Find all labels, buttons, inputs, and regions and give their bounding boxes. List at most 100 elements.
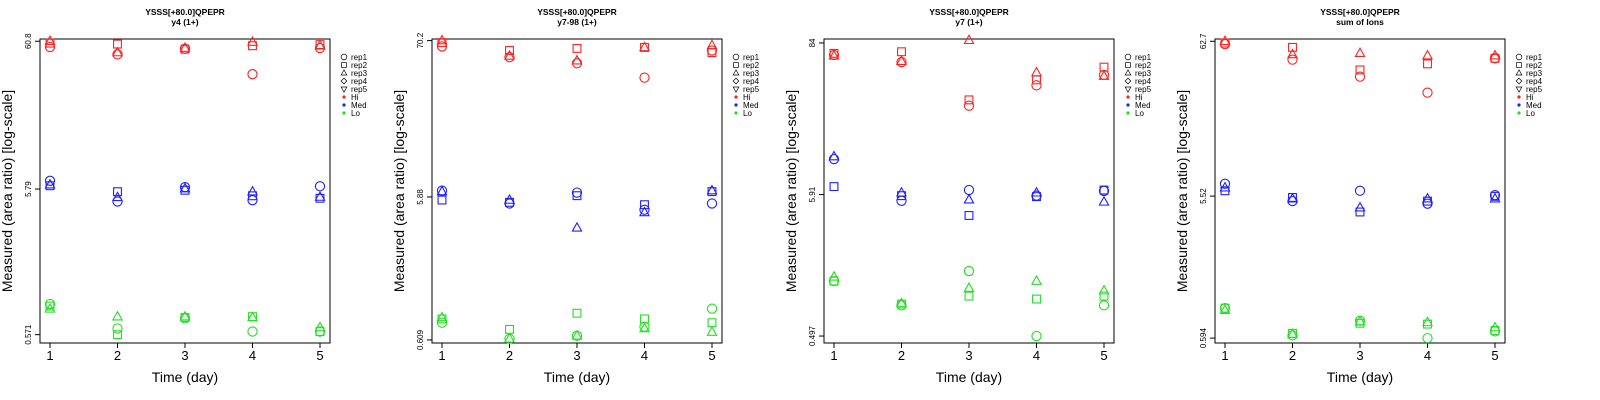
legend-dot-icon bbox=[1517, 103, 1521, 107]
chart-title: YSSS[+80.0]QPEPR bbox=[145, 7, 225, 17]
data-point-lo-rep2 bbox=[572, 308, 582, 318]
data-point-hi-rep3 bbox=[1030, 66, 1043, 77]
data-point-hi-rep1 bbox=[1422, 87, 1433, 98]
data-point-lo-rep3 bbox=[1354, 315, 1366, 326]
data-point-med-rep2 bbox=[113, 187, 122, 197]
legend-item-rep1: rep1 bbox=[1515, 53, 1543, 62]
legend-label: Hi bbox=[1526, 93, 1534, 102]
data-point-lo-rep3 bbox=[1489, 321, 1501, 332]
data-point-med-rep2 bbox=[1355, 207, 1365, 217]
x-tick-label: 1 bbox=[830, 348, 837, 363]
data-point-lo-rep3 bbox=[571, 329, 583, 340]
legend-label: rep5 bbox=[743, 85, 760, 94]
data-point-lo-rep3 bbox=[246, 311, 259, 322]
data-point-med-rep3 bbox=[1421, 192, 1434, 203]
data-point-lo-rep3 bbox=[1219, 304, 1231, 314]
legend-item-rep1: rep1 bbox=[732, 53, 760, 62]
legend-label: rep5 bbox=[1526, 85, 1543, 94]
data-point-hi-rep1 bbox=[504, 51, 515, 63]
legend-item-rep3: rep3 bbox=[1124, 69, 1152, 78]
x-tick-label: 3 bbox=[573, 348, 580, 363]
data-point-hi-rep1 bbox=[963, 100, 975, 111]
x-tick-label: 4 bbox=[641, 348, 648, 363]
chart-title: YSSS[+80.0]QPEPR bbox=[929, 7, 1009, 17]
chart-subtitle: y7 (1+) bbox=[955, 17, 982, 27]
x-tick-label: 4 bbox=[1033, 348, 1040, 363]
data-point-med-rep3 bbox=[638, 206, 651, 217]
data-point-med-rep1 bbox=[828, 153, 840, 165]
legend-marker-triangle-up-icon bbox=[340, 69, 348, 76]
legend-item-rep1: rep1 bbox=[340, 53, 368, 62]
y-tick-label: 5.52 bbox=[1199, 188, 1208, 204]
data-point-hi-rep1 bbox=[1354, 71, 1366, 82]
x-tick-label: 1 bbox=[1221, 348, 1228, 363]
y-axis-label: Measured (area ratio) [log-scale] bbox=[783, 90, 799, 292]
data-point-hi-rep3 bbox=[571, 54, 583, 65]
legend-item-med: Med bbox=[342, 101, 367, 110]
plot-frame bbox=[823, 38, 1115, 344]
x-tick-label: 2 bbox=[114, 348, 121, 363]
legend-marker-triangle-up-icon bbox=[1124, 69, 1132, 76]
legend-dot-icon bbox=[342, 111, 346, 115]
data-point-med-rep3 bbox=[44, 178, 56, 189]
legend-label: rep1 bbox=[1135, 53, 1152, 62]
plot-frame bbox=[39, 38, 331, 344]
data-point-hi-rep3 bbox=[706, 39, 718, 50]
data-point-hi-rep3 bbox=[246, 35, 259, 46]
legend-item-med: Med bbox=[734, 101, 759, 110]
data-point-med-rep3 bbox=[1286, 192, 1299, 203]
x-tick-label: 3 bbox=[181, 348, 188, 363]
data-point-hi-rep1 bbox=[1031, 80, 1042, 91]
legend-item-hi: Hi bbox=[342, 93, 359, 102]
data-point-med-rep2 bbox=[1032, 192, 1041, 202]
legend-marker-diamond-icon bbox=[1124, 77, 1132, 85]
y-axis-label: Measured (area ratio) [log-scale] bbox=[391, 90, 407, 292]
legend-dot-icon bbox=[734, 103, 738, 107]
y-tick-label: 70.2 bbox=[416, 32, 425, 48]
data-point-lo-rep2 bbox=[897, 299, 906, 309]
legend-dot-icon bbox=[734, 95, 738, 99]
data-point-med-rep1 bbox=[639, 204, 650, 215]
x-tick-label: 3 bbox=[965, 348, 972, 363]
data-point-med-rep1 bbox=[963, 184, 975, 196]
legend-marker-triangle-down-icon bbox=[1515, 86, 1523, 93]
legend-marker-diamond-icon bbox=[732, 77, 740, 85]
legend-label: rep4 bbox=[351, 77, 368, 86]
data-point-med-rep3 bbox=[436, 185, 448, 196]
y-tick-label: 5.79 bbox=[24, 181, 33, 197]
legend-marker-triangle-up-icon bbox=[1515, 69, 1523, 76]
x-tick-label: 5 bbox=[316, 348, 323, 363]
legend-item-rep3: rep3 bbox=[732, 69, 760, 78]
legend-label: rep2 bbox=[1135, 61, 1152, 70]
legend-item-rep2: rep2 bbox=[341, 61, 368, 70]
data-point-med-rep1 bbox=[112, 196, 123, 207]
data-point-hi-rep1 bbox=[571, 58, 583, 69]
legend-label: Med bbox=[743, 101, 759, 110]
legend-label: rep4 bbox=[743, 77, 760, 86]
y-tick-label: 5.91 bbox=[808, 186, 817, 202]
y-tick-label: 84 bbox=[808, 38, 817, 47]
legend-label: Lo bbox=[743, 109, 752, 118]
chart-title: YSSS[+80.0]QPEPR bbox=[537, 7, 617, 17]
data-point-med-rep2 bbox=[315, 193, 325, 203]
legend-marker-square-icon bbox=[341, 62, 347, 68]
data-point-lo-rep1 bbox=[314, 326, 326, 337]
legend-item-lo: Lo bbox=[734, 109, 752, 118]
data-point-hi-rep3 bbox=[1421, 49, 1434, 60]
data-point-lo-rep3 bbox=[44, 302, 56, 313]
legend-label: Lo bbox=[351, 109, 360, 118]
data-point-lo-rep3 bbox=[1030, 274, 1043, 285]
data-point-med-rep1 bbox=[706, 198, 718, 209]
legend-label: rep4 bbox=[1135, 77, 1152, 86]
legend-marker-square-icon bbox=[733, 62, 739, 68]
legend-item-med: Med bbox=[1517, 101, 1542, 110]
legend-marker-circle-icon bbox=[1515, 53, 1523, 61]
legend-item-rep3: rep3 bbox=[340, 69, 368, 78]
y-tick-label: 0.497 bbox=[808, 325, 817, 346]
x-tick-label: 3 bbox=[1356, 348, 1363, 363]
x-axis-label: Time (day) bbox=[152, 369, 218, 385]
legend-item-rep4: rep4 bbox=[340, 77, 368, 86]
data-point-lo-rep3 bbox=[1098, 284, 1110, 295]
